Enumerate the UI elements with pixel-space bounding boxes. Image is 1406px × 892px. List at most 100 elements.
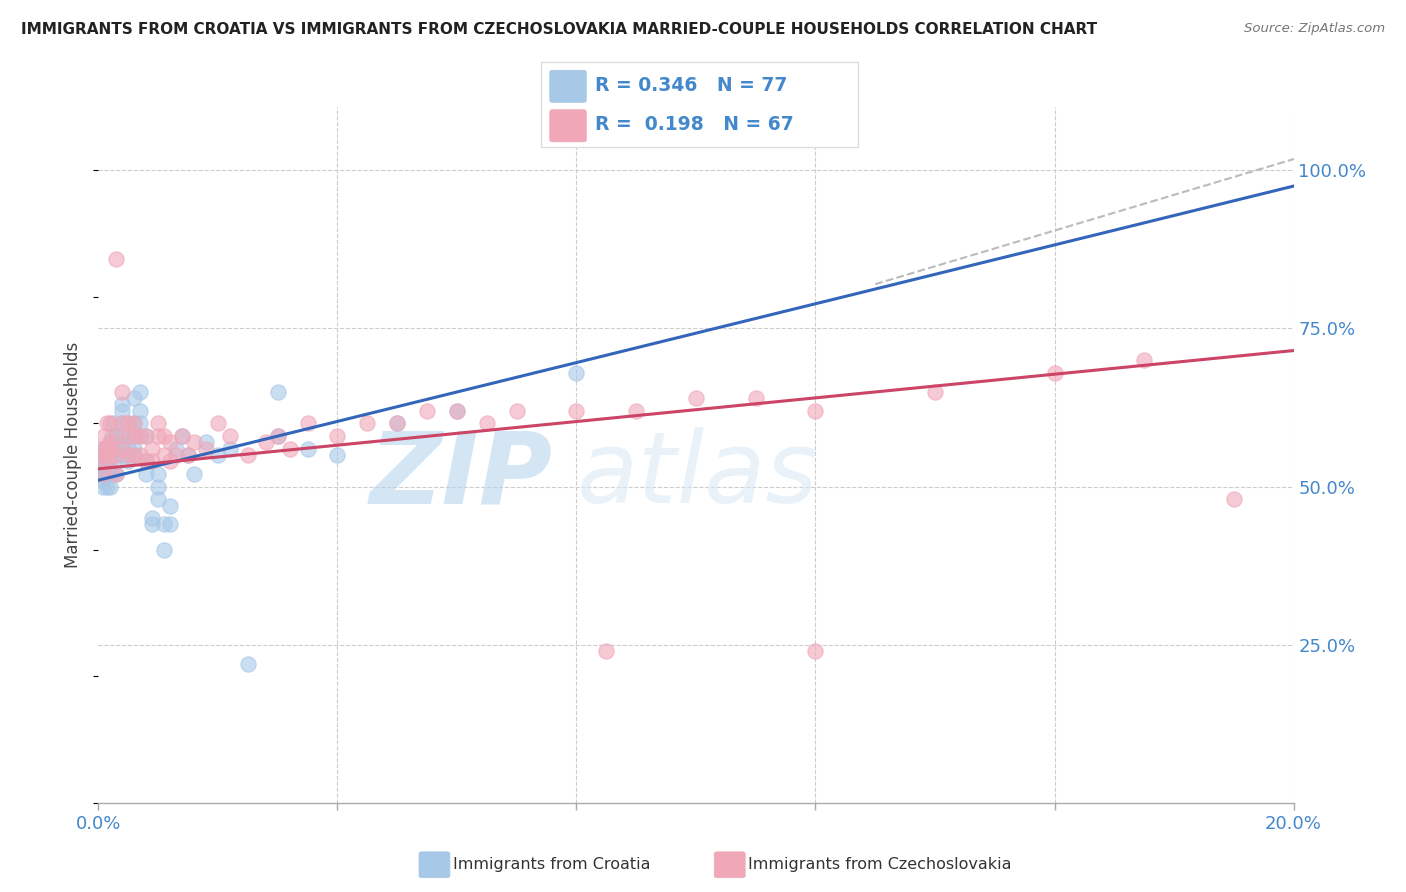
- Point: [117, 448, 139, 462]
- Point: [141, 517, 163, 532]
- Point: [105, 467, 128, 481]
- Point: [183, 435, 205, 450]
- Point: [124, 448, 146, 462]
- Point: [506, 403, 529, 417]
- Point: [148, 417, 170, 431]
- Point: [93, 442, 115, 456]
- Point: [111, 403, 134, 417]
- Point: [135, 454, 157, 468]
- Point: [416, 403, 439, 417]
- Point: [254, 435, 277, 450]
- Point: [446, 403, 468, 417]
- Point: [111, 442, 134, 456]
- Point: [93, 448, 115, 462]
- Point: [135, 454, 157, 468]
- Point: [219, 429, 242, 443]
- Point: [219, 442, 242, 456]
- Point: [129, 448, 152, 462]
- Point: [111, 417, 134, 431]
- Point: [101, 467, 124, 481]
- Point: [685, 391, 707, 405]
- Point: [124, 417, 146, 431]
- Point: [135, 467, 157, 481]
- Point: [135, 429, 157, 443]
- Point: [236, 657, 259, 671]
- Point: [96, 454, 118, 468]
- Point: [165, 442, 187, 456]
- Point: [111, 429, 134, 443]
- Point: [91, 467, 114, 481]
- Point: [172, 429, 194, 443]
- Point: [96, 479, 118, 493]
- Point: [177, 448, 200, 462]
- Point: [326, 448, 349, 462]
- Point: [153, 448, 176, 462]
- Point: [90, 454, 112, 468]
- Point: [93, 454, 115, 468]
- Text: ZIP: ZIP: [370, 427, 553, 524]
- Text: R = 0.346   N = 77: R = 0.346 N = 77: [595, 76, 787, 95]
- Point: [267, 429, 290, 443]
- Point: [148, 492, 170, 507]
- Point: [124, 448, 146, 462]
- Point: [159, 499, 181, 513]
- Point: [267, 384, 290, 399]
- Point: [100, 442, 122, 456]
- Text: Source: ZipAtlas.com: Source: ZipAtlas.com: [1244, 22, 1385, 36]
- Point: [97, 467, 120, 481]
- Point: [1133, 353, 1156, 368]
- Point: [117, 417, 139, 431]
- Point: [96, 417, 118, 431]
- Point: [105, 448, 128, 462]
- Point: [100, 479, 122, 493]
- Point: [97, 460, 120, 475]
- Point: [804, 644, 827, 658]
- Point: [153, 542, 176, 557]
- Point: [111, 448, 134, 462]
- Point: [141, 442, 163, 456]
- Point: [111, 384, 134, 399]
- Point: [129, 403, 152, 417]
- Point: [195, 442, 218, 456]
- Point: [385, 417, 409, 431]
- Point: [385, 417, 409, 431]
- Point: [91, 479, 114, 493]
- Point: [183, 467, 205, 481]
- Point: [148, 429, 170, 443]
- Point: [100, 429, 122, 443]
- Point: [105, 467, 128, 481]
- Point: [111, 397, 134, 411]
- Point: [207, 448, 229, 462]
- Point: [103, 454, 125, 468]
- Point: [129, 384, 152, 399]
- Text: IMMIGRANTS FROM CROATIA VS IMMIGRANTS FROM CZECHOSLOVAKIA MARRIED-COUPLE HOUSEHO: IMMIGRANTS FROM CROATIA VS IMMIGRANTS FR…: [21, 22, 1097, 37]
- Point: [159, 454, 181, 468]
- Point: [565, 366, 588, 380]
- Point: [98, 454, 121, 468]
- Point: [297, 417, 319, 431]
- Point: [129, 429, 152, 443]
- Point: [89, 467, 111, 481]
- Point: [117, 454, 139, 468]
- Point: [165, 448, 187, 462]
- Point: [90, 460, 112, 475]
- Point: [148, 479, 170, 493]
- Text: Immigrants from Croatia: Immigrants from Croatia: [453, 857, 650, 871]
- Text: R =  0.198   N = 67: R = 0.198 N = 67: [595, 115, 793, 134]
- Point: [135, 429, 157, 443]
- Point: [1223, 492, 1246, 507]
- Point: [124, 442, 146, 456]
- Point: [90, 448, 112, 462]
- Point: [159, 435, 181, 450]
- Point: [111, 435, 134, 450]
- Point: [105, 448, 128, 462]
- Point: [159, 517, 181, 532]
- Point: [195, 435, 218, 450]
- Point: [124, 391, 146, 405]
- Point: [745, 391, 768, 405]
- Point: [98, 467, 121, 481]
- Point: [129, 417, 152, 431]
- Point: [124, 417, 146, 431]
- Point: [89, 442, 111, 456]
- Point: [111, 417, 134, 431]
